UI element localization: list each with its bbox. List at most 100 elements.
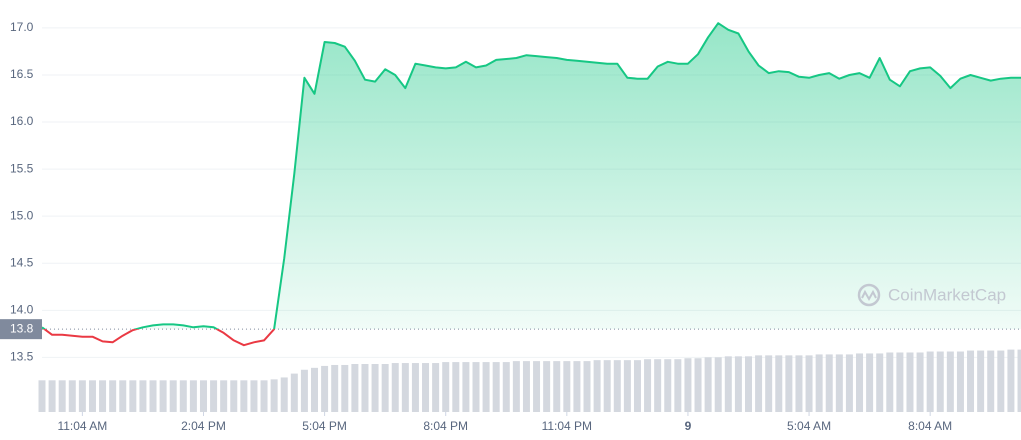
volume-bar (179, 380, 187, 412)
volume-bar (593, 360, 601, 412)
watermark-text: CoinMarketCap (888, 285, 1006, 304)
volume-bar (623, 360, 631, 412)
volume-bar (805, 355, 813, 412)
volume-bar (99, 380, 107, 412)
baseline-label-box (0, 319, 42, 340)
volume-bar (825, 354, 833, 412)
volume-bar (1017, 349, 1021, 412)
y-tick-label: 16.5 (10, 67, 34, 81)
volume-bar (785, 355, 793, 412)
volume-bar (866, 353, 874, 412)
volume-bar (613, 360, 621, 412)
volume-bar (270, 379, 278, 412)
volume-bar (543, 361, 551, 412)
y-tick-label: 15.5 (10, 161, 34, 175)
volume-bar (442, 362, 450, 412)
x-tick-label: 11:04 AM (57, 419, 107, 433)
y-tick-label: 14.0 (10, 302, 34, 316)
volume-bar (300, 369, 308, 412)
volume-bar (502, 362, 510, 412)
volume-bar (553, 361, 561, 412)
volume-bar (422, 363, 430, 412)
volume-bar (522, 361, 530, 412)
volume-bar (109, 380, 117, 412)
volume-bar (311, 367, 319, 412)
volume-bar (240, 380, 248, 412)
volume-bar (482, 362, 490, 412)
volume-bar (199, 380, 207, 412)
watermark: CoinMarketCap (857, 283, 1006, 307)
volume-bar (169, 380, 177, 412)
volume-bar (533, 361, 541, 412)
volume-bar (674, 359, 682, 412)
volume-bar (987, 350, 995, 412)
x-tick-label: 9 (685, 419, 692, 433)
volume-bar (189, 380, 197, 412)
x-tick-label: 8:04 AM (908, 419, 952, 433)
baseline-label: 13.8 (10, 321, 34, 335)
volume-bar (391, 363, 399, 412)
volume-bar (573, 361, 581, 412)
volume-bar (583, 361, 591, 412)
volume-bar (845, 354, 853, 412)
volume-bar (956, 351, 964, 412)
volume-bar (744, 356, 752, 412)
volume-bar (472, 362, 480, 412)
volume-bar (1007, 349, 1015, 412)
volume-bar (512, 361, 520, 412)
volume-bar (48, 380, 56, 412)
volume-bar (633, 360, 641, 412)
volume-bar (775, 355, 783, 412)
volume-bar (815, 354, 823, 412)
x-tick-label: 8:04 PM (423, 419, 468, 433)
volume-bar (280, 377, 288, 412)
y-tick-label: 14.5 (10, 255, 34, 269)
x-tick-label: 11:04 PM (542, 419, 592, 433)
volume-bar (220, 380, 228, 412)
volume-bar (603, 360, 611, 412)
y-tick-label: 16.0 (10, 114, 34, 128)
volume-bar (290, 373, 298, 412)
volume-bar (401, 363, 409, 412)
volume-bar (250, 380, 258, 412)
y-tick-label: 13.5 (10, 350, 34, 364)
volume-bar (724, 356, 732, 412)
volume-bar (129, 380, 137, 412)
volume-bar (119, 380, 127, 412)
volume-bar (906, 352, 914, 412)
volume-bar (755, 355, 763, 412)
volume-bar (452, 362, 460, 412)
volume-bar (967, 350, 975, 412)
volume-bar (58, 380, 66, 412)
volume-bar (795, 355, 803, 412)
volume-bar (321, 365, 329, 412)
volume-bar (492, 362, 500, 412)
volume-bar (654, 359, 662, 412)
volume-bar (684, 358, 692, 412)
volume-bar (361, 364, 369, 412)
volume-bar (896, 352, 904, 412)
y-tick-label: 17.0 (10, 20, 34, 34)
x-tick-label: 5:04 PM (302, 419, 347, 433)
price-area (42, 23, 1021, 330)
volume-bar (856, 353, 864, 412)
volume-bar (563, 361, 571, 412)
price-line-up (41, 22, 1021, 330)
volume-bar (331, 364, 339, 412)
volume-bar (704, 357, 712, 412)
volume-bar (876, 353, 884, 412)
volume-bar (916, 352, 924, 412)
volume-bar (341, 364, 349, 412)
volume-bar (926, 351, 934, 412)
volume-bar (835, 354, 843, 412)
x-tick-label: 2:04 PM (181, 419, 226, 433)
volume-bar (977, 350, 985, 412)
volume-bar (230, 380, 238, 412)
volume-bar (78, 380, 86, 412)
volume-bar (159, 380, 167, 412)
volume-bar (411, 363, 419, 412)
volume-bar (149, 380, 157, 412)
volume-bar (644, 359, 652, 412)
